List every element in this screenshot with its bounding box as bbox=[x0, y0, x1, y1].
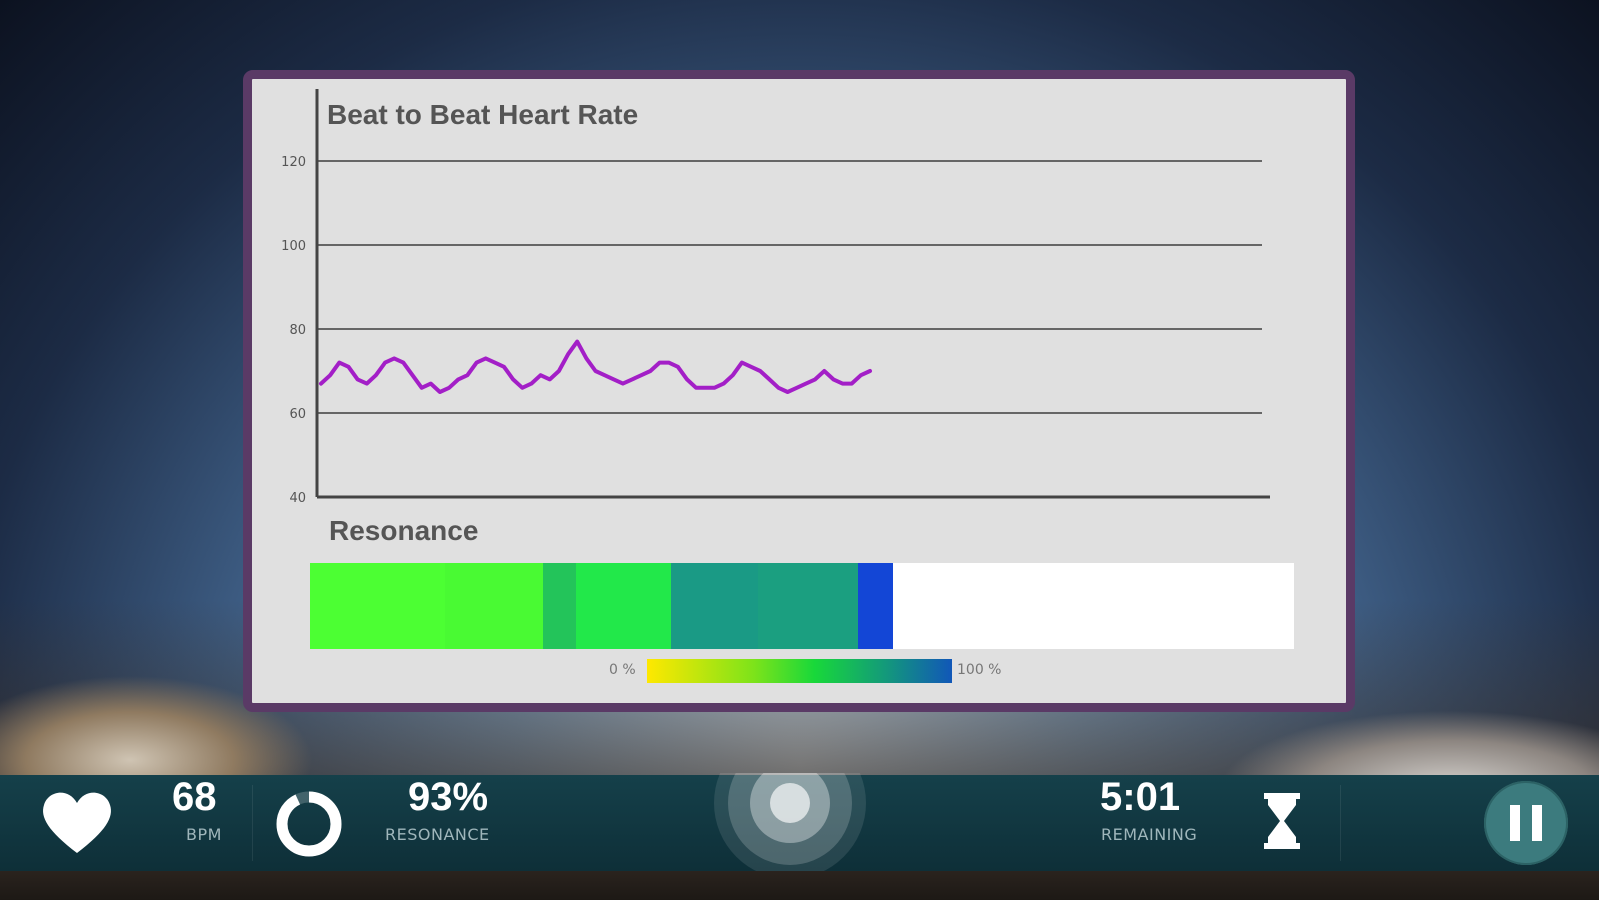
resonance-segment bbox=[310, 563, 445, 649]
resonance-label: RESONANCE bbox=[385, 825, 490, 844]
session-footer: 68 BPM 93% RESONANCE 5:01 REMAINING bbox=[0, 773, 1599, 879]
scale-min-label: 0 % bbox=[609, 662, 636, 678]
heart-rate-chart: 120 100 80 60 40 bbox=[281, 89, 1270, 506]
chart-y-ticks: 120 100 80 60 40 bbox=[281, 155, 306, 506]
chart-gridlines bbox=[317, 160, 1262, 414]
heart-icon bbox=[43, 792, 111, 853]
footer-divider bbox=[252, 785, 253, 861]
resonance-segment bbox=[543, 563, 576, 649]
resonance-segment bbox=[757, 563, 859, 649]
chart-y-tick-label: 80 bbox=[289, 323, 306, 338]
pause-icon bbox=[1510, 805, 1520, 841]
resonance-title: Resonance bbox=[329, 515, 479, 546]
pause-icon bbox=[1532, 805, 1542, 841]
footer-divider bbox=[1340, 785, 1341, 861]
resonance-segment bbox=[671, 563, 758, 649]
resonance-segment bbox=[575, 563, 672, 649]
chart-y-tick-label: 40 bbox=[289, 491, 306, 506]
chart-title: Beat to Beat Heart Rate bbox=[327, 99, 639, 130]
pause-button[interactable] bbox=[1484, 781, 1568, 865]
breath-pacer-icon[interactable] bbox=[708, 773, 872, 883]
time-remaining-label: REMAINING bbox=[1101, 825, 1198, 844]
heart-rate-line bbox=[319, 339, 872, 394]
time-remaining-value: 5:01 bbox=[1100, 775, 1181, 819]
scale-max-label: 100 % bbox=[957, 662, 1002, 678]
resonance-scale: 0 % 100 % bbox=[252, 659, 1346, 683]
chart-y-tick-label: 120 bbox=[281, 155, 306, 170]
bpm-value: 68 bbox=[172, 775, 217, 819]
chart-panel: Beat to Beat Heart Rate 120 100 80 60 40 Res… bbox=[243, 70, 1355, 712]
bpm-label: BPM bbox=[186, 825, 222, 844]
chart-y-tick-label: 60 bbox=[289, 407, 306, 422]
chart-y-tick-label: 100 bbox=[281, 239, 306, 254]
hourglass-icon bbox=[1264, 793, 1300, 849]
resonance-scale-gradient bbox=[647, 659, 952, 683]
resonance-history-bar bbox=[310, 563, 1294, 649]
resonance-segment bbox=[858, 563, 894, 649]
resonance-ring-icon bbox=[276, 791, 342, 857]
resonance-value: 93% bbox=[408, 775, 489, 819]
resonance-segment bbox=[444, 563, 544, 649]
background-ground bbox=[0, 871, 1599, 900]
